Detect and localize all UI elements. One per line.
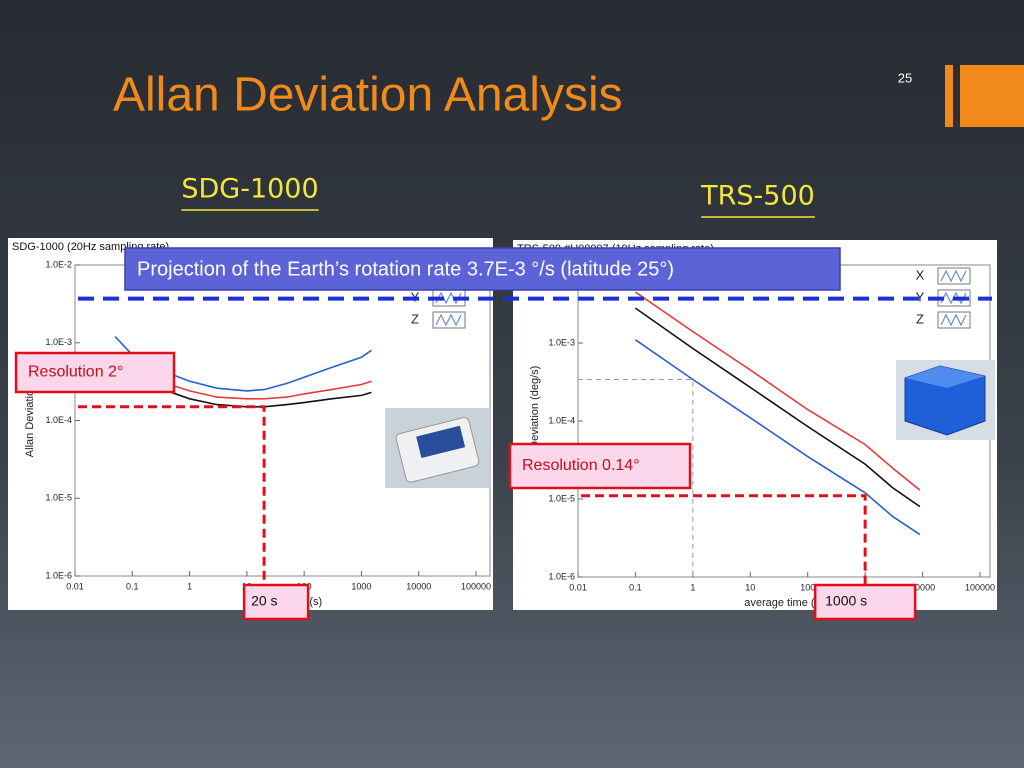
chart: TRS-500TRS-500 #H00007 (10Hz sampling ra… [513, 181, 997, 610]
x-tick-label: 100 [800, 582, 815, 592]
page-number: 25 [898, 70, 912, 85]
y-marker-box [14, 351, 176, 394]
overlay: 20 s Resolution 2° 1000 s Resolution 0.14° P… [14, 247, 992, 621]
x-tick-label: 100000 [965, 582, 995, 592]
accent-bar [960, 65, 1024, 127]
y-tick-label: 1.0E-6 [45, 570, 72, 580]
chart-heading: SDG-1000 [181, 174, 318, 205]
y-tick-label: 1.0E-3 [548, 337, 575, 347]
device-label [416, 425, 466, 458]
y-tick-label: 1.0E-3 [45, 337, 72, 347]
projection-label: Projection of the Earth’s rotation rate … [137, 258, 674, 280]
x-marker-box [813, 583, 917, 621]
x-tick-label: 10000 [406, 581, 431, 591]
x-tick-label: 10000 [910, 582, 935, 592]
device-top [905, 366, 985, 388]
y-tick-label: 1.0E-6 [548, 571, 575, 581]
resolution-marker [78, 405, 266, 584]
guide-line [578, 379, 694, 577]
y-marker-label: Resolution 2° [28, 364, 123, 381]
x-marker-label: 20 s [251, 593, 277, 609]
x-tick-label: 0.01 [66, 581, 84, 591]
x-marker-box [242, 583, 310, 621]
legend-label: Z [916, 311, 924, 326]
y-tick-label: 1.0E-4 [45, 415, 72, 425]
projection-box [124, 247, 841, 291]
legend-swatch [940, 269, 967, 283]
x-tick-label: 0.1 [126, 581, 139, 591]
resolution-marker [581, 494, 867, 585]
x-tick-label: 0.1 [629, 582, 642, 592]
y-tick-label: 1.0E-4 [548, 415, 575, 425]
y-tick-label: 1.0E-5 [45, 493, 72, 503]
legend-label: X [916, 267, 925, 282]
y-marker-box [508, 442, 692, 490]
x-tick-label: 10 [745, 582, 755, 592]
legend-label: Y [916, 289, 925, 304]
legend-swatch [940, 313, 967, 327]
x-tick-label: 1 [690, 582, 695, 592]
y-marker-label: Resolution 0.14° [522, 457, 640, 474]
series-line [634, 307, 921, 508]
x-tick-label: 1000 [351, 581, 371, 591]
series-line [634, 339, 921, 536]
x-tick-label: 0.01 [569, 582, 587, 592]
y-axis-label: Allan Deviation [24, 384, 36, 457]
legend-swatch [435, 291, 462, 305]
chart-heading: TRS-500 [700, 181, 815, 212]
x-tick-label: 1 [187, 581, 192, 591]
series-line [634, 291, 921, 491]
slide-title: Allan Deviation Analysis [113, 69, 623, 122]
y-tick-label: 1.0E-5 [548, 493, 575, 503]
legend-swatch [435, 313, 462, 327]
accent-bar [945, 65, 953, 127]
x-marker-label: 1000 s [825, 593, 867, 609]
y-tick-label: 1.0E-2 [45, 259, 72, 269]
legend-label: Z [411, 311, 419, 326]
x-tick-label: 100000 [461, 581, 491, 591]
x-axis-label: average time (s) [744, 597, 823, 609]
